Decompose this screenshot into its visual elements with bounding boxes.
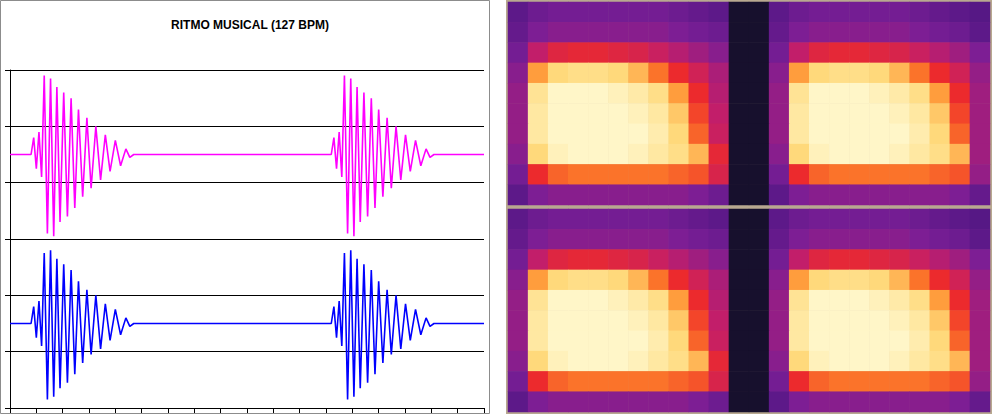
svg-text:RITMO MUSICAL (127 BPM): RITMO MUSICAL (127 BPM) (171, 18, 329, 32)
